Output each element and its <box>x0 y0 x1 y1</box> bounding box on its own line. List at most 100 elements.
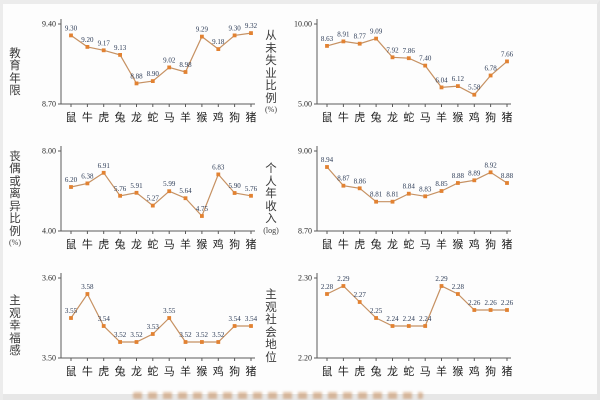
y-axis-title-char: 位 <box>265 352 277 365</box>
x-tick-label: 牛 <box>82 364 93 378</box>
data-point-marker <box>86 45 90 49</box>
x-tick-label: 龙 <box>387 365 398 378</box>
data-point-label: 6.91 <box>98 161 111 169</box>
x-tick-label: 兔 <box>371 237 382 251</box>
data-point-label: 3.52 <box>196 331 209 339</box>
y-tick-label: 2.30 <box>298 273 312 282</box>
data-point-marker <box>135 340 139 344</box>
y-axis-title-char: 或 <box>9 176 21 189</box>
data-point-label: 7.66 <box>501 50 514 58</box>
data-point-marker <box>167 316 171 320</box>
y-tick-label: 9.40 <box>42 19 56 28</box>
x-tick-label: 鸡 <box>469 237 480 251</box>
data-point-label: 8.98 <box>179 61 192 69</box>
data-point-marker <box>118 53 122 57</box>
x-tick-label: 马 <box>164 365 175 378</box>
data-point-label: 5.64 <box>179 187 192 195</box>
y-axis-title-char: 年 <box>265 188 277 201</box>
data-point-label: 8.85 <box>435 180 448 188</box>
data-point-marker <box>391 324 395 328</box>
data-point-marker <box>200 34 204 38</box>
data-point-marker <box>200 340 204 344</box>
data-point-marker <box>358 186 362 190</box>
y-axis-title-char: 地 <box>265 339 277 352</box>
y-axis-title-char: 例 <box>265 93 277 106</box>
y-axis-title-char: 观 <box>265 302 277 315</box>
data-point-label: 9.29 <box>196 25 209 33</box>
data-point-label: 8.77 <box>354 32 367 40</box>
x-tick-label: 猪 <box>502 111 513 124</box>
x-tick-label: 虎 <box>98 111 109 124</box>
x-tick-label: 猪 <box>246 111 257 124</box>
x-tick-label: 虎 <box>98 238 109 251</box>
data-point-label: 7.86 <box>403 47 416 55</box>
data-point-marker <box>456 84 460 88</box>
data-point-label: 9.32 <box>245 22 258 30</box>
data-point-label: 8.88 <box>452 172 465 180</box>
data-point-marker <box>249 324 253 328</box>
y-axis-title-char: 从 <box>265 30 277 43</box>
y-axis-title-char: 未 <box>265 43 277 56</box>
data-point-marker <box>184 70 188 74</box>
y-axis-title: 个人年收入(log) <box>261 163 281 236</box>
y-axis-title: 主观幸福感 <box>5 295 25 358</box>
data-point-label: 9.13 <box>114 43 127 51</box>
data-point-marker <box>489 170 493 174</box>
x-tick-label: 羊 <box>180 110 191 124</box>
data-point-marker <box>423 63 427 67</box>
line-chart-subjective-social-status: 2.302.202.28鼠2.29牛2.27虎2.25兔2.24龙2.24蛇2.… <box>281 265 517 389</box>
data-point-label: 6.83 <box>212 163 225 171</box>
data-point-label: 2.24 <box>403 315 416 323</box>
y-tick-label: 5.00 <box>298 99 312 108</box>
y-axis-title-suffix: (%) <box>265 105 277 115</box>
data-point-marker <box>167 65 171 69</box>
y-axis-title-char: 幸 <box>9 320 21 333</box>
data-point-marker <box>216 47 220 51</box>
line-chart-subjective-wellbeing: 3.603.503.55鼠3.58牛3.54虎3.52兔3.52龙3.53蛇3.… <box>25 265 261 389</box>
chart-panel-education-years: 教育年限 9.408.709.30鼠9.20牛9.17虎9.13兔8.88龙8.… <box>5 9 261 136</box>
data-point-marker <box>374 199 378 203</box>
data-point-label: 9.30 <box>228 24 241 32</box>
data-point-label: 2.28 <box>321 283 334 291</box>
y-axis-title-char: 个 <box>265 163 277 176</box>
data-point-label: 8.87 <box>337 174 350 182</box>
y-axis-title-char: 离 <box>9 188 21 201</box>
data-point-label: 9.17 <box>98 39 111 47</box>
data-point-label: 7.92 <box>386 46 399 54</box>
data-point-label: 6.38 <box>81 172 94 180</box>
data-point-label: 8.84 <box>403 182 416 190</box>
data-point-marker <box>407 56 411 60</box>
x-tick-label: 羊 <box>436 364 447 378</box>
y-axis-title-char: 人 <box>265 176 277 189</box>
x-tick-label: 虎 <box>354 365 365 378</box>
data-point-marker <box>69 185 73 189</box>
y-tick-label: 8.00 <box>42 146 56 155</box>
x-tick-label: 龙 <box>131 111 142 124</box>
data-point-label: 9.02 <box>163 56 176 64</box>
x-tick-label: 鼠 <box>66 110 77 124</box>
data-point-label: 5.90 <box>228 182 241 190</box>
data-point-marker <box>440 284 444 288</box>
data-point-marker <box>456 181 460 185</box>
data-point-marker <box>374 316 378 320</box>
data-point-label: 5.58 <box>468 83 481 91</box>
y-axis-title-char: 例 <box>9 226 21 239</box>
data-point-marker <box>151 332 155 336</box>
data-point-marker <box>374 36 378 40</box>
data-point-marker <box>489 308 493 312</box>
data-point-label: 6.78 <box>484 64 497 72</box>
data-point-label: 3.53 <box>147 323 160 331</box>
line-series <box>71 172 251 215</box>
data-point-label: 8.83 <box>419 185 432 193</box>
x-tick-label: 鸡 <box>469 110 480 124</box>
data-point-marker <box>249 31 253 35</box>
line-chart-never-unemployed-rate: 10.005.008.63鼠8.91牛8.77虎9.09兔7.92龙7.86蛇7… <box>281 11 517 135</box>
data-point-label: 8.81 <box>386 190 399 198</box>
y-axis-title-char: 福 <box>9 333 21 346</box>
x-tick-label: 兔 <box>115 364 126 378</box>
x-tick-label: 蛇 <box>147 110 158 124</box>
data-point-label: 8.88 <box>130 72 143 80</box>
x-tick-label: 蛇 <box>403 237 414 251</box>
data-point-marker <box>102 324 106 328</box>
y-tick-label: 4.00 <box>42 226 56 235</box>
